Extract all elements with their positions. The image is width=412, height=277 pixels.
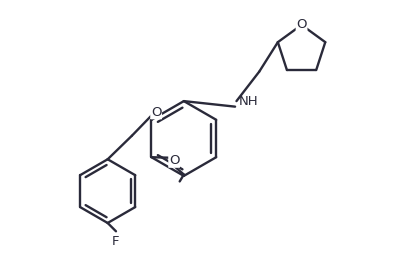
Text: O: O: [151, 106, 162, 119]
Text: O: O: [296, 19, 307, 31]
Text: O: O: [169, 154, 179, 167]
Text: NH: NH: [239, 95, 259, 107]
Text: F: F: [112, 235, 120, 248]
